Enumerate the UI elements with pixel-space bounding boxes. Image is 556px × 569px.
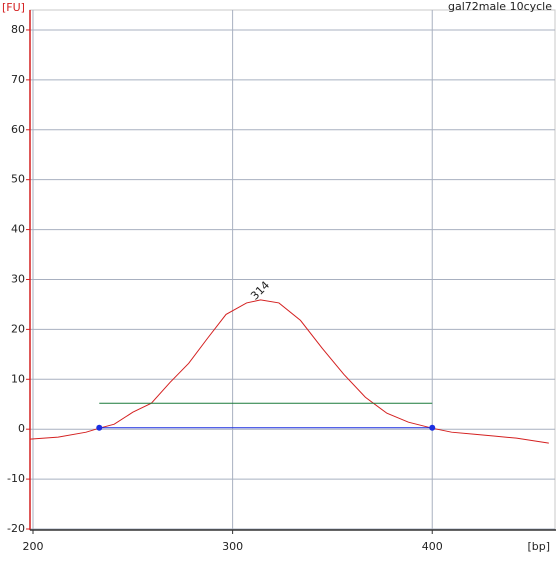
x-axis-label: [bp] (527, 540, 550, 553)
marker (96, 424, 103, 431)
y-axis-label: [FU] (2, 1, 25, 14)
plot-area (29, 9, 556, 531)
y-tick-label: 50 (11, 173, 25, 186)
y-tick-label: 60 (11, 123, 25, 136)
y-tick-label: 40 (11, 223, 25, 236)
y-tick-label: 0 (18, 422, 25, 435)
y-tick-label: 70 (11, 73, 25, 86)
x-tick-label: 400 (422, 540, 443, 553)
y-tick-label: -20 (7, 522, 25, 535)
y-tick-label: 80 (11, 23, 25, 36)
y-tick-label: 30 (11, 272, 25, 285)
series-line (30, 299, 549, 444)
y-tick-label: -10 (7, 472, 25, 485)
x-tick-label: 300 (222, 540, 243, 553)
y-tick-label: 10 (11, 372, 25, 385)
marker (429, 424, 436, 431)
x-tick-label: 200 (22, 540, 43, 553)
chart-title: gal72male 10cycle (448, 0, 552, 13)
y-tick-label: 20 (11, 322, 25, 335)
